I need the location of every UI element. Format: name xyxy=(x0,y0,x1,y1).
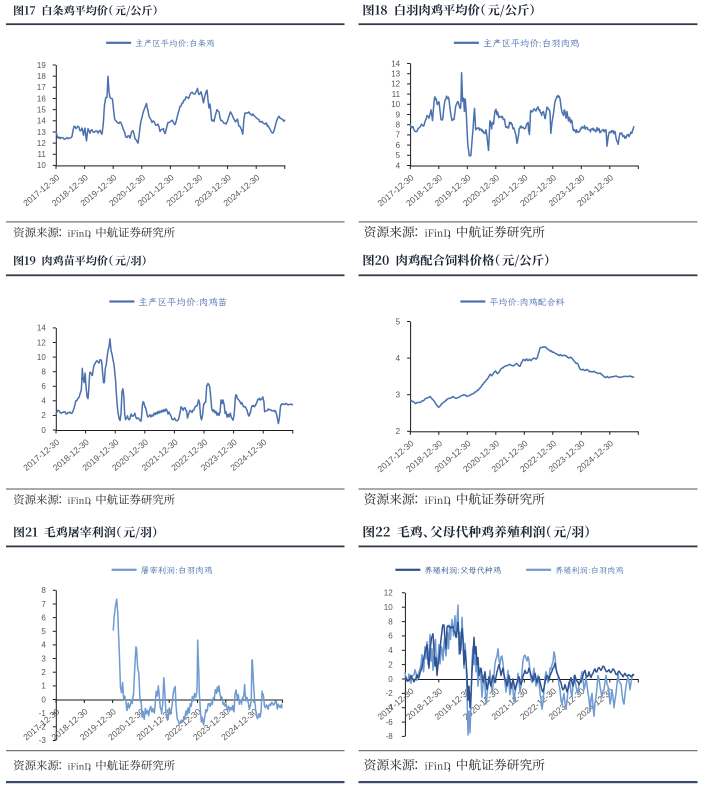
svg-text:4: 4 xyxy=(396,161,401,170)
svg-text:12: 12 xyxy=(391,80,400,89)
svg-text:0: 0 xyxy=(388,675,393,684)
svg-text:18: 18 xyxy=(37,72,46,81)
svg-text:6: 6 xyxy=(388,632,393,641)
svg-text:-2: -2 xyxy=(386,689,394,698)
svg-text:14: 14 xyxy=(37,117,46,126)
svg-text:9: 9 xyxy=(396,110,401,119)
svg-text:16: 16 xyxy=(37,94,46,103)
svg-text:-4: -4 xyxy=(386,704,394,713)
svg-text:3: 3 xyxy=(396,391,401,400)
svg-text:15: 15 xyxy=(37,105,46,114)
svg-text:5: 5 xyxy=(396,317,401,326)
svg-text:17: 17 xyxy=(37,83,46,92)
svg-text:-8: -8 xyxy=(386,732,394,741)
svg-text:2: 2 xyxy=(41,411,46,420)
svg-text:-1: -1 xyxy=(39,709,47,718)
svg-text:11: 11 xyxy=(37,150,46,159)
svg-text:8: 8 xyxy=(41,368,46,377)
svg-text:7: 7 xyxy=(396,131,401,140)
svg-text:4: 4 xyxy=(41,641,46,650)
svg-text:12: 12 xyxy=(37,338,46,347)
svg-text:14: 14 xyxy=(391,59,400,68)
svg-text:2: 2 xyxy=(396,427,401,436)
svg-text:13: 13 xyxy=(37,128,46,137)
svg-text:2: 2 xyxy=(388,660,393,669)
svg-text:10: 10 xyxy=(37,161,46,170)
svg-text:4: 4 xyxy=(396,354,401,363)
svg-text:10: 10 xyxy=(391,100,400,109)
svg-text:12: 12 xyxy=(37,139,46,148)
svg-text:5: 5 xyxy=(396,151,401,160)
svg-text:13: 13 xyxy=(391,70,400,79)
svg-text:0: 0 xyxy=(41,695,46,704)
svg-text:8: 8 xyxy=(388,617,393,626)
svg-text:4: 4 xyxy=(41,397,46,406)
svg-text:4: 4 xyxy=(388,646,393,655)
svg-text:6: 6 xyxy=(41,613,46,622)
svg-text:12: 12 xyxy=(384,589,393,598)
svg-text:5: 5 xyxy=(41,627,46,636)
svg-text:8: 8 xyxy=(396,121,401,130)
svg-text:8: 8 xyxy=(41,586,46,595)
svg-text:10: 10 xyxy=(37,353,46,362)
svg-text:7: 7 xyxy=(41,600,46,609)
svg-text:-3: -3 xyxy=(39,736,47,745)
svg-text:14: 14 xyxy=(37,324,46,333)
svg-text:-6: -6 xyxy=(386,718,394,727)
svg-text:-2: -2 xyxy=(39,723,47,732)
svg-text:10: 10 xyxy=(384,603,393,612)
svg-text:11: 11 xyxy=(392,90,401,99)
svg-text:19: 19 xyxy=(37,61,46,70)
svg-text:6: 6 xyxy=(396,141,401,150)
svg-text:1: 1 xyxy=(41,682,46,691)
svg-text:2: 2 xyxy=(41,668,46,677)
svg-text:3: 3 xyxy=(41,654,46,663)
svg-text:6: 6 xyxy=(41,382,46,391)
svg-text:0: 0 xyxy=(41,426,46,435)
